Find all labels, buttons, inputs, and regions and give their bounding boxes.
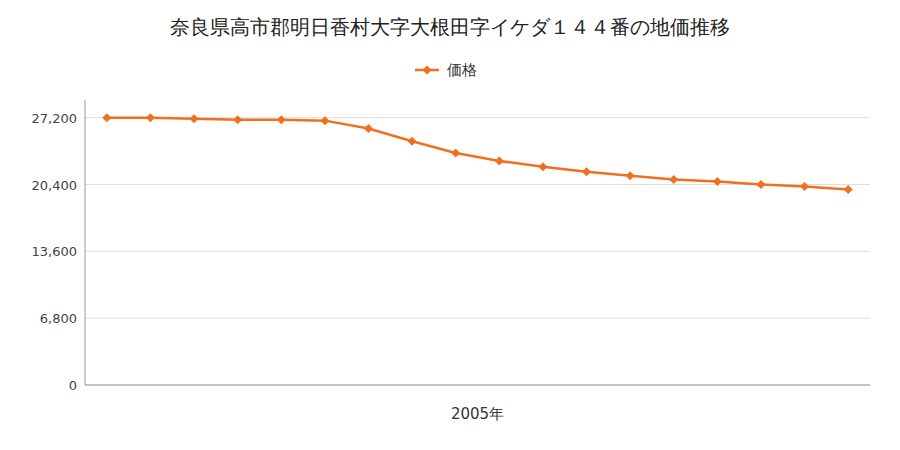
y-tick-label: 6,800 — [40, 311, 77, 326]
grid-line — [85, 251, 870, 252]
grid-line — [85, 318, 870, 319]
point — [756, 180, 765, 189]
legend: 価格 — [415, 61, 477, 79]
grid — [85, 118, 870, 385]
point — [582, 167, 591, 176]
point — [451, 149, 460, 158]
point — [277, 115, 286, 124]
point — [669, 175, 678, 184]
point — [538, 162, 547, 171]
point — [190, 114, 199, 123]
legend-marker — [423, 66, 432, 75]
line — [107, 118, 848, 190]
point — [844, 185, 853, 194]
point — [408, 137, 417, 146]
x-axis-line — [85, 385, 870, 386]
y-tick-label: 20,400 — [32, 178, 78, 193]
chart: 奈良県高市郡明日香村大字大根田字イケダ１４４番の地価推移 0 6,800 13,600… — [0, 0, 900, 450]
grid-line — [85, 385, 870, 386]
point — [102, 113, 111, 122]
point — [800, 182, 809, 191]
title: 奈良県高市郡明日香村大字大根田字イケダ１４４番の地価推移 — [170, 15, 730, 39]
point — [495, 156, 504, 165]
point — [364, 124, 373, 133]
y-tick-label: 0 — [69, 378, 77, 393]
point — [626, 171, 635, 180]
legend-label: 価格 — [447, 61, 477, 79]
point — [320, 116, 329, 125]
x-axis-label: 2005年 — [451, 405, 504, 423]
point — [233, 115, 242, 124]
y-tick-label: 27,200 — [32, 111, 78, 126]
y-tick-label: 13,600 — [32, 244, 78, 259]
point — [146, 113, 155, 122]
point — [713, 177, 722, 186]
y-axis-line — [85, 100, 86, 385]
plot-area — [102, 113, 852, 194]
